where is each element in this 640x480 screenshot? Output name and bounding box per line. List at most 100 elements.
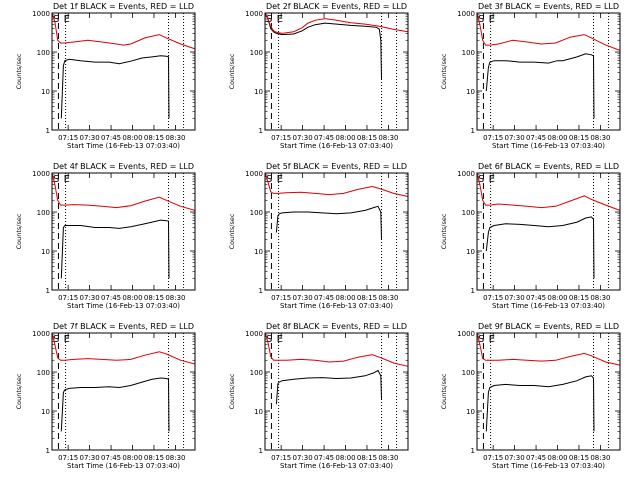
y-tick-label: 10 [254,408,263,416]
y-tick-label: 1000 [32,170,50,178]
x-tick-label: 08:00 [122,294,142,302]
start-marker-label: S [478,174,484,185]
x-tick-label: 08:30 [378,454,398,462]
y-tick-label: 1000 [245,10,263,18]
y-tick-label: 1 [471,127,475,135]
chart-title: Det 7f BLACK = Events, RED = LLD [53,322,194,331]
chart-panel: Det 4f BLACK = Events, RED = LLD Counts/s… [15,162,196,310]
chart-title: Det 9f BLACK = Events, RED = LLD [478,322,619,331]
x-tick-label: 08:15 [144,134,164,142]
plot-frame [476,12,621,131]
y-tick-label: 1000 [457,170,475,178]
end-marker-label: E [489,14,495,25]
x-tick-label: 07:45 [314,134,334,142]
y-tick-label: 10 [254,88,263,96]
y-tick-label: 10 [41,248,50,256]
chart-title: Det 4f BLACK = Events, RED = LLD [53,162,194,171]
x-tick-label: 08:30 [378,294,398,302]
y-tick-label: 1000 [245,170,263,178]
y-tick-label: 1 [46,447,50,455]
events-series-line [275,369,382,405]
y-tick-label: 10 [41,88,50,96]
events-series-line [264,12,382,80]
x-tick-label: 07:30 [80,454,100,462]
y-axis-label: Counts/sec [228,53,236,89]
x-tick-label: 07:15 [483,134,503,142]
end-marker-label: E [277,14,283,25]
y-axis-label: Counts/sec [440,53,448,89]
y-tick-label: 10 [466,408,475,416]
y-tick-label: 1000 [457,330,475,338]
x-axis-label: Start Time (16-Feb-13 07:03:40) [67,462,180,470]
start-marker-label: S [266,174,272,185]
y-tick-label: 10 [41,408,50,416]
x-tick-label: 08:00 [547,454,567,462]
x-tick-label: 08:30 [590,134,610,142]
y-axis-label: Counts/sec [15,213,23,249]
chart-panel: Det 1f BLACK = Events, RED = LLD Counts/s… [15,2,196,150]
x-axis-label: Start Time (16-Feb-13 07:03:40) [67,142,180,150]
x-tick-label: 07:30 [293,454,313,462]
y-tick-label: 100 [462,49,475,57]
y-axis-label: Counts/sec [228,373,236,409]
y-axis-label: Counts/sec [15,373,23,409]
x-tick-label: 08:30 [165,134,185,142]
lld-series-line [476,332,621,366]
chart-panel: Det 7f BLACK = Events, RED = LLD Counts/s… [15,322,196,470]
x-tick-label: 08:30 [590,454,610,462]
x-tick-label: 07:30 [293,294,313,302]
start-marker-label: S [266,14,272,25]
chart-title: Det 3f BLACK = Events, RED = LLD [478,2,619,11]
y-tick-label: 100 [37,369,50,377]
end-marker-label: E [64,174,70,185]
y-tick-label: 1000 [32,330,50,338]
x-tick-label: 08:00 [547,134,567,142]
plot-frame [51,172,196,291]
x-tick-label: 07:30 [505,294,525,302]
plot-frame [476,172,621,291]
x-tick-label: 07:45 [526,454,546,462]
chart-panel: Det 3f BLACK = Events, RED = LLD Counts/s… [440,2,621,150]
x-tick-label: 07:30 [505,134,525,142]
y-tick-label: 1 [259,287,263,295]
start-marker-label: S [478,334,484,345]
chart-panel: Det 5f BLACK = Events, RED = LLD Counts/s… [228,162,409,310]
x-tick-label: 08:15 [357,294,377,302]
x-axis-label: Start Time (16-Feb-13 07:03:40) [492,462,605,470]
plot-frame [51,332,196,451]
x-axis-label: Start Time (16-Feb-13 07:03:40) [67,302,180,310]
y-tick-label: 1 [471,447,475,455]
x-tick-label: 07:30 [80,134,100,142]
x-tick-label: 07:15 [483,294,503,302]
x-tick-label: 08:00 [122,134,142,142]
y-axis-label: Counts/sec [440,213,448,249]
chart-title: Det 5f BLACK = Events, RED = LLD [266,162,407,171]
x-tick-label: 08:30 [165,454,185,462]
x-tick-label: 07:15 [483,454,503,462]
y-tick-label: 1 [259,447,263,455]
y-tick-label: 1000 [245,330,263,338]
x-tick-label: 08:15 [357,454,377,462]
x-tick-label: 07:15 [271,134,291,142]
x-tick-label: 08:00 [335,454,355,462]
y-tick-label: 1 [471,287,475,295]
plot-frame [264,12,409,131]
x-tick-label: 08:15 [569,294,589,302]
x-tick-label: 07:45 [314,294,334,302]
chart-panel: Det 8f BLACK = Events, RED = LLD Counts/s… [228,322,409,470]
x-tick-label: 07:30 [293,134,313,142]
x-tick-label: 07:45 [101,134,121,142]
start-marker-label: S [53,334,59,345]
x-axis-label: Start Time (16-Feb-13 07:03:40) [280,462,393,470]
y-tick-label: 1 [46,127,50,135]
x-tick-label: 08:30 [165,294,185,302]
x-axis-label: Start Time (16-Feb-13 07:03:40) [280,302,393,310]
x-tick-label: 07:15 [271,454,291,462]
x-tick-label: 07:45 [526,294,546,302]
x-tick-label: 08:00 [335,294,355,302]
x-tick-label: 07:15 [271,294,291,302]
y-tick-label: 1000 [32,10,50,18]
x-tick-label: 07:30 [80,294,100,302]
y-tick-label: 100 [37,209,50,217]
y-axis-label: Counts/sec [228,213,236,249]
